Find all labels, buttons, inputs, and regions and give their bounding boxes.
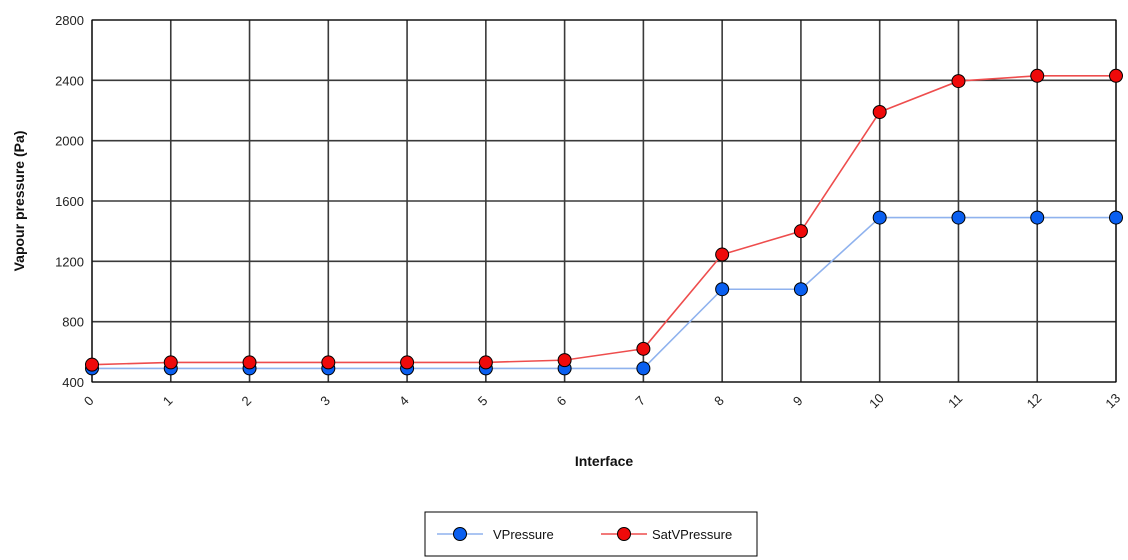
legend-label-satvpressure: SatVPressure <box>652 527 732 542</box>
data-point-vpressure <box>636 361 651 376</box>
x-axis-title: Interface <box>575 453 634 469</box>
data-point-satvpressure <box>872 105 887 120</box>
data-point-satvpressure <box>1109 68 1123 83</box>
y-tick-label: 1200 <box>55 254 84 269</box>
legend: VPressure SatVPressure <box>424 511 758 557</box>
data-point-satvpressure <box>242 355 257 370</box>
data-point-vpressure <box>793 282 808 297</box>
data-point-vpressure <box>951 210 966 225</box>
data-point-satvpressure <box>85 357 99 372</box>
data-point-vpressure <box>715 282 730 297</box>
y-tick-label: 400 <box>62 375 84 390</box>
y-tick-label: 2400 <box>55 73 84 88</box>
data-point-satvpressure <box>163 355 178 370</box>
plot-area-frame <box>91 19 1117 383</box>
y-axis-tick-labels: 400 800 1200 1600 2000 2400 2800 <box>55 13 84 390</box>
legend-swatch-marker <box>617 527 631 541</box>
series-line-vpressure <box>92 216 1116 370</box>
data-point-satvpressure <box>557 353 572 368</box>
legend-label-vpressure: VPressure <box>493 527 554 542</box>
y-axis-title: Vapour pressure (Pa) <box>11 131 27 272</box>
data-point-satvpressure <box>793 224 808 239</box>
data-point-vpressure <box>872 210 887 225</box>
series-lines <box>91 75 1116 370</box>
y-tick-label: 2800 <box>55 13 84 28</box>
y-tick-label: 1600 <box>55 194 84 209</box>
y-tick-label: 2000 <box>55 134 84 149</box>
data-point-vpressure <box>1030 210 1045 225</box>
data-point-satvpressure <box>715 247 730 262</box>
data-point-satvpressure <box>400 355 415 370</box>
data-point-satvpressure <box>321 355 336 370</box>
data-point-satvpressure <box>1030 68 1045 83</box>
data-point-satvpressure <box>478 355 493 370</box>
legend-swatch-marker <box>453 527 467 541</box>
y-tick-label: 800 <box>62 315 84 330</box>
series-line-satvpressure <box>91 75 1116 366</box>
series-points <box>85 68 1123 376</box>
data-point-satvpressure <box>636 341 651 356</box>
data-point-vpressure <box>1109 210 1123 225</box>
data-point-satvpressure <box>951 74 966 89</box>
